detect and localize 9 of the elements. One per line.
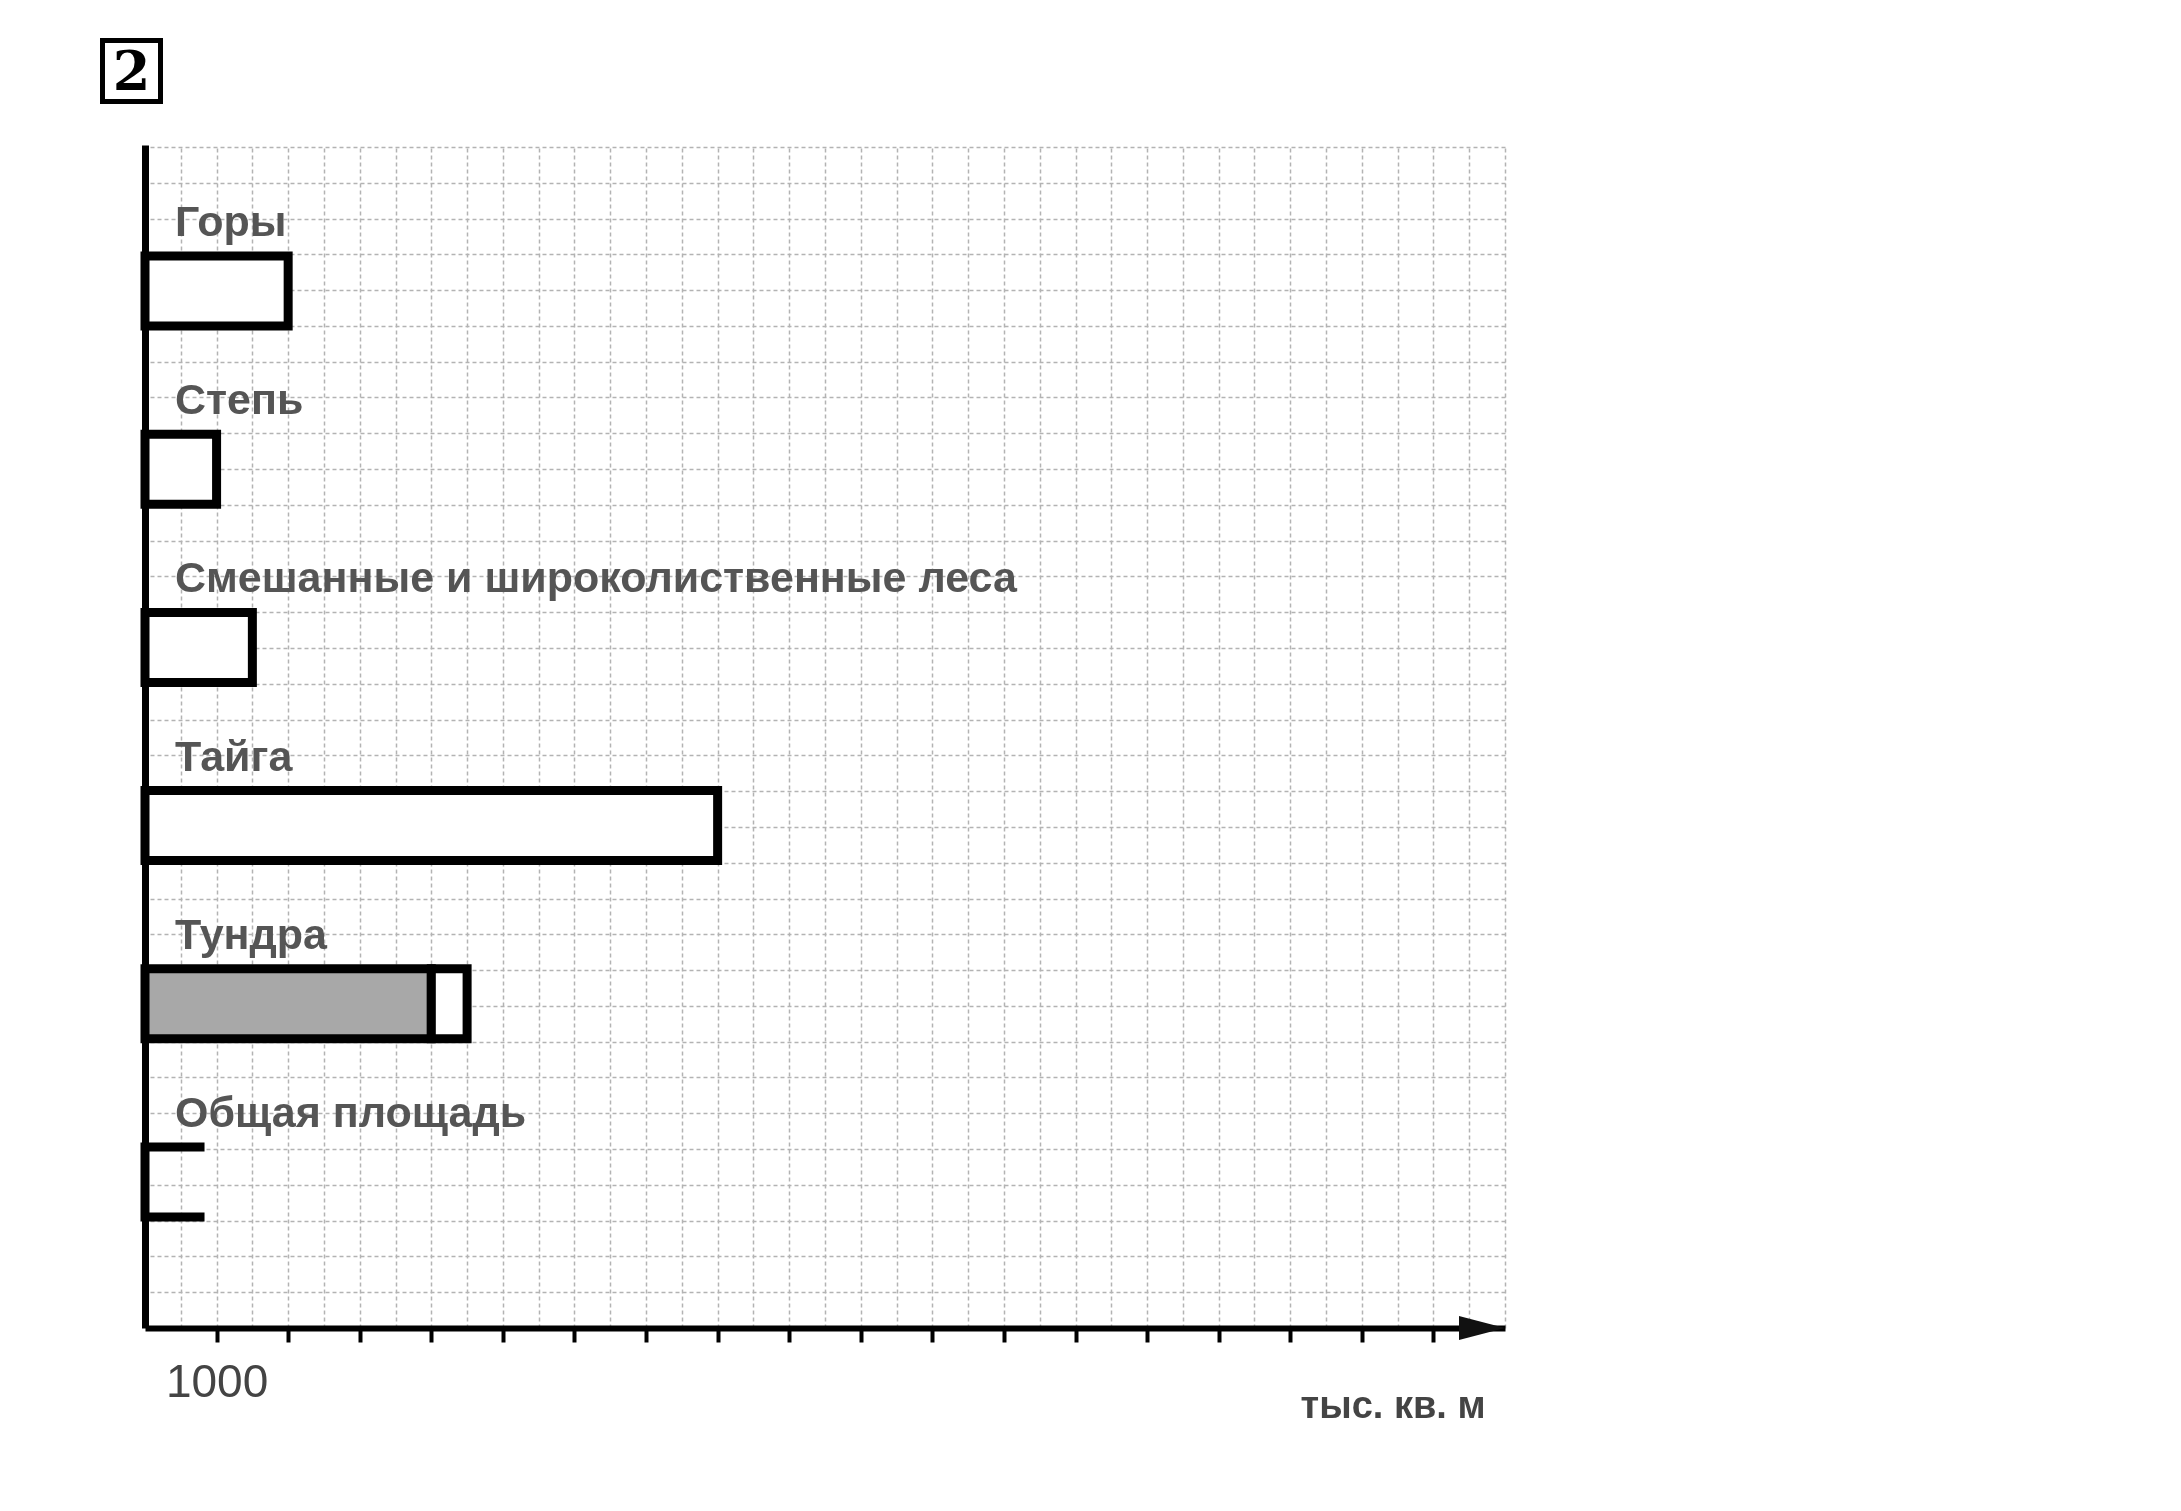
text: 2 <box>100 38 163 104</box>
y-tick-label: Степь <box>175 375 304 424</box>
y-tick-label: Горы <box>175 197 287 246</box>
x-tick-label: 1000 <box>165 1354 269 1407</box>
y-tick-label: Тундра <box>175 909 329 958</box>
x-axis-title: тыс. кв. м <box>1300 1383 1486 1426</box>
y-tick-label: Тайга <box>175 731 294 780</box>
y-tick-label: Общая площадь <box>175 1087 527 1136</box>
y-tick-label: Смешанные и широколиственные леса <box>175 553 1018 602</box>
